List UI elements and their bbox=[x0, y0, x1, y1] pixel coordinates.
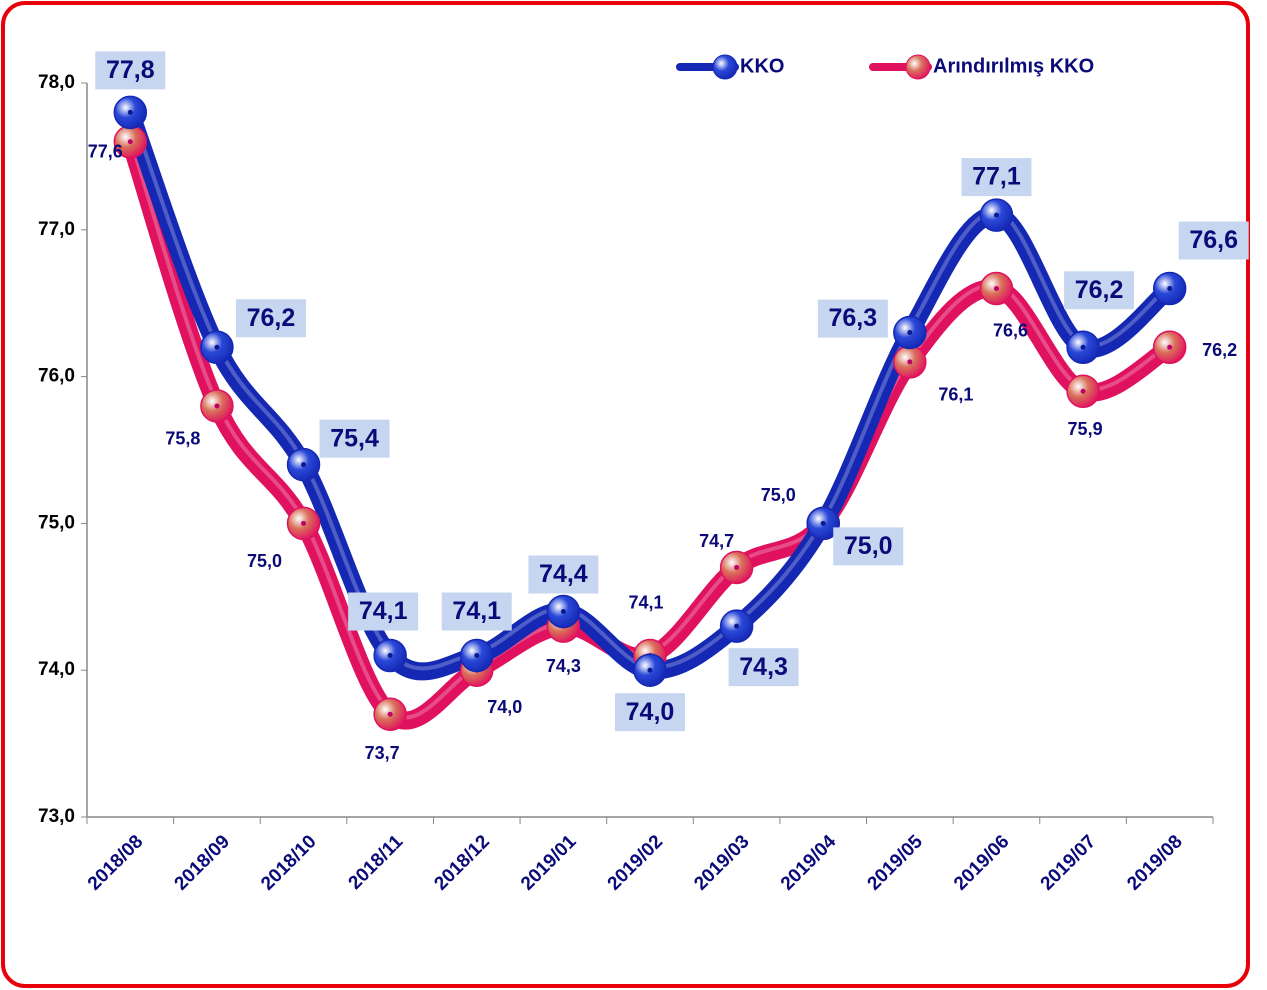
marker-dot bbox=[214, 344, 220, 350]
data-label: 74,3 bbox=[739, 653, 788, 681]
data-label: 73,7 bbox=[365, 743, 400, 763]
data-label: 75,0 bbox=[844, 532, 893, 560]
data-label: 76,2 bbox=[1202, 340, 1237, 360]
data-label: 75,4 bbox=[330, 424, 379, 452]
marker-dot bbox=[387, 653, 393, 659]
legend-marker bbox=[905, 54, 931, 80]
data-label: 76,2 bbox=[1075, 276, 1124, 304]
y-tick-label: 76,0 bbox=[38, 366, 75, 387]
y-tick-label: 78,0 bbox=[38, 72, 75, 93]
data-label-box bbox=[319, 419, 390, 458]
data-label: 74,0 bbox=[487, 697, 522, 717]
marker-dot bbox=[734, 623, 740, 629]
data-label: 74,7 bbox=[699, 531, 734, 551]
marker-dot bbox=[647, 667, 653, 673]
legend-label: KKO bbox=[740, 55, 784, 77]
marker-dot bbox=[387, 711, 393, 717]
data-label-box bbox=[1064, 271, 1135, 310]
data-label: 76,2 bbox=[247, 304, 296, 332]
marker-dot bbox=[820, 520, 826, 526]
data-label: 74,1 bbox=[452, 597, 501, 625]
marker-dot bbox=[907, 330, 913, 336]
data-label-box bbox=[235, 299, 306, 338]
marker-dot bbox=[993, 286, 999, 292]
data-label: 77,6 bbox=[88, 141, 123, 161]
data-label: 74,1 bbox=[628, 592, 663, 612]
marker-dot bbox=[474, 653, 480, 659]
marker-dot bbox=[734, 564, 740, 570]
marker-dot bbox=[907, 359, 913, 365]
data-label-box bbox=[528, 555, 599, 594]
legend-label: Arındırılmış KKO bbox=[933, 55, 1094, 77]
data-label: 74,1 bbox=[359, 597, 408, 625]
data-label: 77,8 bbox=[106, 56, 155, 84]
legend-marker bbox=[712, 54, 738, 80]
data-label-box bbox=[95, 51, 166, 90]
marker-dot bbox=[127, 139, 133, 145]
marker-dot bbox=[127, 109, 133, 115]
data-label-box bbox=[441, 592, 512, 631]
marker-dot bbox=[1167, 286, 1173, 292]
data-label-box bbox=[833, 527, 904, 566]
data-label-box bbox=[817, 299, 888, 338]
y-tick-label: 74,0 bbox=[38, 659, 75, 680]
data-label: 76,6 bbox=[993, 320, 1028, 340]
marker-dot bbox=[301, 520, 307, 526]
marker-dot bbox=[1080, 344, 1086, 350]
data-label: 75,0 bbox=[761, 485, 796, 505]
marker-dot bbox=[1080, 388, 1086, 394]
data-label: 74,3 bbox=[546, 656, 581, 676]
data-label: 75,0 bbox=[247, 551, 282, 571]
y-tick-label: 73,0 bbox=[38, 806, 75, 827]
marker-dot bbox=[993, 212, 999, 218]
data-label-box bbox=[728, 648, 799, 687]
y-tick-label: 77,0 bbox=[38, 219, 75, 240]
data-label-box bbox=[615, 693, 685, 732]
data-label: 76,6 bbox=[1189, 226, 1238, 254]
data-label-box bbox=[348, 592, 419, 631]
marker-dot bbox=[560, 608, 566, 614]
data-label: 75,8 bbox=[165, 429, 200, 449]
data-label: 74,0 bbox=[626, 698, 675, 726]
data-label: 75,9 bbox=[1068, 419, 1103, 439]
marker-dot bbox=[1167, 344, 1173, 350]
data-label-box bbox=[1178, 221, 1249, 260]
data-label: 76,1 bbox=[938, 385, 973, 405]
marker-dot bbox=[301, 462, 307, 468]
data-label-box bbox=[961, 158, 1032, 197]
data-label: 76,3 bbox=[829, 304, 878, 332]
data-label: 74,4 bbox=[539, 560, 588, 588]
data-label: 77,1 bbox=[972, 163, 1021, 191]
marker-dot bbox=[214, 403, 220, 409]
y-tick-label: 75,0 bbox=[38, 512, 75, 533]
